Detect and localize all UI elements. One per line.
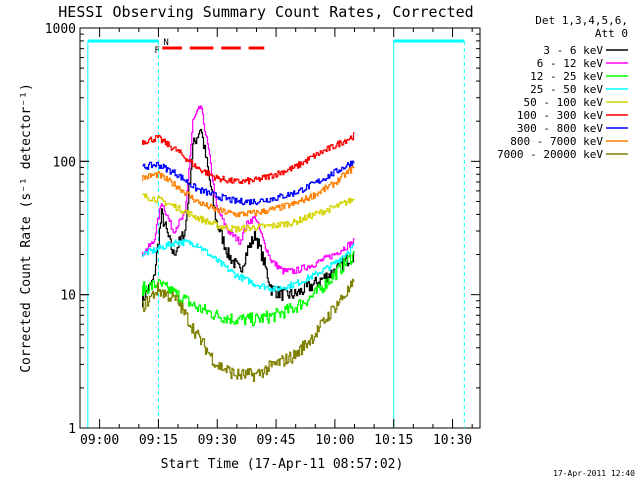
plot-frame: [79, 27, 481, 429]
chart-title: HESSI Observing Summary Count Rates, Cor…: [58, 3, 473, 21]
legend-label: 12 - 25 keV: [530, 70, 603, 83]
x-tick-label: 10:30: [433, 433, 472, 448]
series-line-1: [142, 105, 355, 275]
x-axis-label: Start Time (17-Apr-11 08:57:02): [161, 457, 404, 472]
y-axis-label: Corrected Count Rate (s⁻¹ detector⁻¹): [19, 83, 34, 373]
series-line-3: [142, 239, 355, 292]
series-line-0: [142, 128, 355, 308]
y-tick-label: 1000: [45, 22, 76, 37]
x-axis: 09:00 09:15 09:30 09:45 10:00 10:15 10:30: [79, 28, 473, 448]
legend-label: 25 - 50 keV: [530, 83, 603, 96]
legend-label: 50 - 100 keV: [524, 96, 604, 109]
timestamp: 17-Apr-2011 12:40: [553, 469, 635, 478]
series-lines: [142, 105, 355, 382]
series-line-7: [142, 165, 355, 218]
legend-label: 6 - 12 keV: [537, 57, 604, 70]
y-tick-label: 10: [60, 289, 76, 304]
y-axis: 1 10 100 1000: [45, 22, 480, 437]
x-tick-label: 09:00: [80, 433, 119, 448]
legend-label: 7000 - 20000 keV: [497, 148, 603, 161]
sun-boundaries: [87, 41, 465, 428]
y-tick-label: 100: [53, 155, 76, 170]
series-line-8: [142, 278, 355, 382]
series-line-4: [142, 193, 355, 233]
y-tick-label: 1: [68, 422, 76, 437]
legend-label: 3 - 6 keV: [543, 44, 603, 57]
x-tick-label: 09:30: [198, 433, 237, 448]
x-tick-label: 09:15: [139, 433, 178, 448]
legend-label: 300 - 800 keV: [517, 122, 603, 135]
x-tick-label: 09:45: [257, 433, 296, 448]
flare-flags: FN: [154, 38, 265, 56]
flare-flag-label: F: [154, 46, 159, 56]
legend-header-line-1: Det 1,3,4,5,6,: [535, 14, 628, 27]
night-flag-label: N: [163, 38, 168, 48]
series-line-2: [142, 250, 355, 327]
x-tick-label: 10:00: [315, 433, 354, 448]
series-line-6: [142, 160, 355, 206]
legend-header-line-2: Att 0: [595, 27, 628, 40]
legend-label: 800 - 7000 keV: [510, 135, 603, 148]
x-tick-label: 10:15: [374, 433, 413, 448]
series-line-5: [142, 132, 355, 185]
legend-label: 100 - 300 keV: [517, 109, 603, 122]
